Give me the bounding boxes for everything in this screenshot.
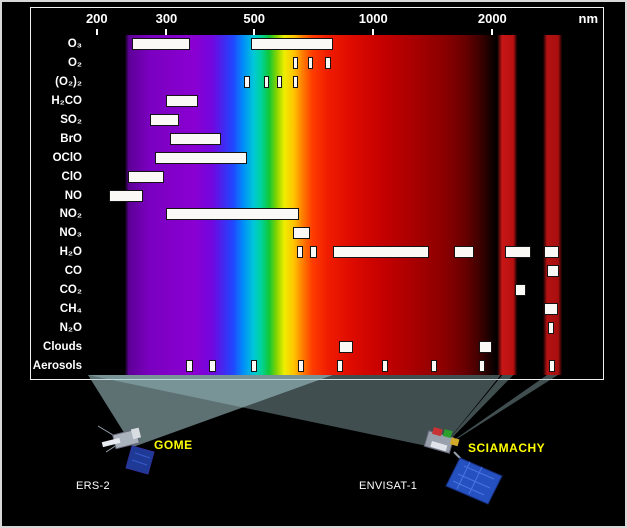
absorption-band xyxy=(292,57,298,70)
sciamachy-instrument-label: SCIAMACHY xyxy=(468,441,546,455)
axis-tick xyxy=(491,29,494,35)
molecule-label: NO₂ xyxy=(59,208,82,221)
absorption-band xyxy=(547,321,554,334)
absorption-band xyxy=(332,246,429,259)
absorption-band xyxy=(250,38,333,51)
spectrum-gradient xyxy=(88,35,598,375)
molecule-labels: O₃ O₂ (O₂)₂ H₂CO SO₂ BrO OClO ClO NO NO₂ NO₃ H₂O CO C… xyxy=(31,35,88,375)
axis-tick-label: 200 xyxy=(85,11,108,26)
molecule-label: (O₂)₂ xyxy=(55,76,82,89)
absorption-band xyxy=(292,227,310,240)
absorption-band xyxy=(308,57,314,70)
molecule-label: Clouds xyxy=(43,340,82,353)
absorption-band xyxy=(297,359,304,372)
absorption-band xyxy=(292,76,298,89)
molecule-label: H₂CO xyxy=(51,95,82,108)
absorption-band xyxy=(149,114,179,126)
molecule-label: ClO xyxy=(61,170,82,183)
gome-coverage-beam xyxy=(88,375,333,447)
envisat-platform-label: ENVISAT-1 xyxy=(359,480,418,492)
molecule-label: CO₂ xyxy=(59,284,82,296)
spectral-coverage-chart: nm 200 300 500 1000 2000 O₃ O₂ (O₂)₂ H₂CO SO₂ BrO… xyxy=(30,7,604,380)
absorption-band xyxy=(263,76,269,89)
absorption-band xyxy=(381,359,389,372)
ers2-platform-label: ERS-2 xyxy=(76,480,110,492)
gome-instrument-label: GOME xyxy=(154,438,193,452)
molecule-label: BrO xyxy=(60,132,82,145)
absorption-band xyxy=(209,359,216,372)
spectrum-plot xyxy=(88,35,598,375)
absorption-band xyxy=(504,246,531,259)
molecule-label: H₂O xyxy=(59,246,82,259)
absorption-band xyxy=(478,359,486,372)
absorption-band xyxy=(277,76,283,89)
axis-tick xyxy=(165,29,168,35)
molecule-label: O₃ xyxy=(67,38,82,51)
molecule-label: O₂ xyxy=(67,57,82,70)
absorption-band xyxy=(548,359,555,372)
absorption-band xyxy=(309,246,317,259)
axis-tick xyxy=(253,29,256,35)
ers2-satellite xyxy=(97,425,155,475)
wavelength-axis: nm 200 300 500 1000 2000 xyxy=(31,8,603,35)
axis-tick xyxy=(95,29,98,35)
molecule-label: N₂O xyxy=(59,321,82,334)
axis-tick-label: 500 xyxy=(243,11,266,26)
sciamachy-coverage-beam xyxy=(88,375,501,449)
absorption-band xyxy=(514,284,526,296)
absorption-band xyxy=(244,76,251,89)
axis-unit-label: nm xyxy=(578,11,599,26)
molecule-label: NO₃ xyxy=(59,227,82,240)
absorption-band xyxy=(547,265,560,278)
molecule-label: NO xyxy=(64,189,82,202)
absorption-band xyxy=(296,246,304,259)
absorption-band xyxy=(154,151,248,164)
absorption-band xyxy=(131,38,191,51)
absorption-band xyxy=(250,359,257,372)
molecule-label: OClO xyxy=(52,151,82,164)
molecule-label: Aerosols xyxy=(32,359,82,372)
absorption-band xyxy=(166,208,300,221)
absorption-band xyxy=(478,340,493,353)
molecule-label: CO xyxy=(64,265,82,278)
absorption-band xyxy=(339,340,354,353)
absorption-band xyxy=(324,57,331,70)
absorption-band xyxy=(453,246,475,259)
absorption-band xyxy=(128,170,164,183)
absorption-band xyxy=(543,302,558,315)
absorption-band xyxy=(166,95,198,108)
absorption-band xyxy=(169,132,221,145)
sciamachy-coverage-beam xyxy=(441,375,514,449)
molecule-label: CH₄ xyxy=(59,302,82,315)
molecule-label: SO₂ xyxy=(60,114,82,126)
axis-tick xyxy=(372,29,375,35)
envisat-satellite xyxy=(423,427,503,505)
absorption-band xyxy=(186,359,193,372)
absorption-band xyxy=(109,189,144,202)
axis-tick-label: 300 xyxy=(155,11,178,26)
absorption-band xyxy=(431,359,438,372)
axis-tick-label: 1000 xyxy=(358,11,388,26)
axis-tick-label: 2000 xyxy=(477,11,507,26)
absorption-band xyxy=(337,359,344,372)
sciamachy-coverage-beam xyxy=(441,375,558,449)
absorption-band xyxy=(543,246,560,259)
